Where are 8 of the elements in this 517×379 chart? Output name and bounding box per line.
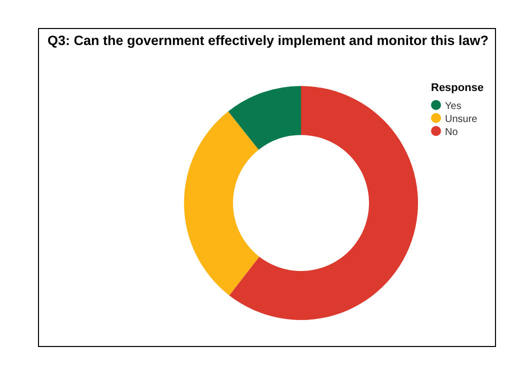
legend-label: Yes [445, 101, 462, 112]
legend-label: Unsure [445, 114, 478, 125]
chart-title: Q3: Can the government effectively implement and monitor this law? [46, 33, 490, 48]
legend-title: Response [431, 82, 484, 94]
donut-slice [229, 86, 418, 320]
donut-slice [228, 86, 301, 150]
legend-label: No [445, 127, 458, 138]
donut-slice [184, 111, 260, 296]
